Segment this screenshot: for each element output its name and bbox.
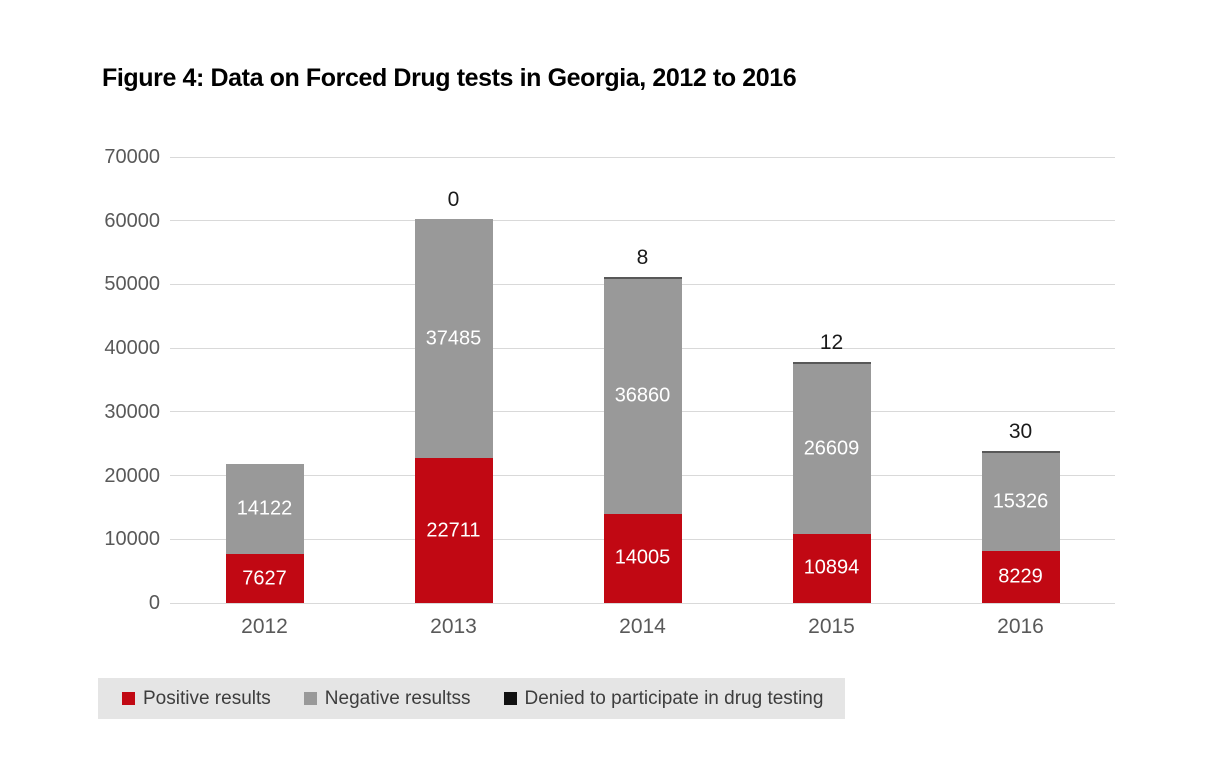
segment-positive-2015: 10894: [792, 533, 871, 603]
x-axis-tick-label-2015: 2015: [808, 615, 855, 638]
legend-item-label: Denied to participate in drug testing: [524, 687, 824, 709]
denied-value-label-2016: 30: [1008, 419, 1033, 443]
legend-item-label: Negative resultss: [324, 687, 471, 709]
legend-item-1: Negative resultss: [303, 687, 471, 710]
segment-negative-2015: 26609: [792, 364, 871, 534]
positive-value-label: 10894: [803, 556, 860, 579]
legend-item-0: Positive results: [122, 688, 271, 710]
y-axis-tick-label: 30000: [104, 400, 160, 423]
bar-2014: 36860 14005: [603, 276, 682, 603]
denied-value-label-2013: 0: [447, 188, 460, 212]
negative-value-label: 14122: [236, 497, 293, 520]
x-axis-tick-label-2016: 2016: [997, 615, 1044, 638]
bar-2016: 15326 8229: [981, 450, 1060, 603]
legend: Positive results Negative resultss Denied …: [98, 678, 845, 719]
segment-positive-2012: 7627: [225, 554, 304, 603]
y-axis-tick-label: 40000: [104, 337, 160, 360]
legend-item-label: Positive results: [143, 687, 271, 709]
segment-denied-2015: [792, 362, 871, 365]
y-axis-tick-label: 70000: [104, 146, 160, 168]
chart-title: Figure 4: Data on Forced Drug tests in G…: [102, 64, 797, 92]
denied-value-label-2014: 8: [636, 245, 649, 269]
x-axis-tick-label-2012: 2012: [241, 615, 288, 638]
negative-value-label: 15326: [992, 490, 1049, 513]
positive-value-label: 8229: [998, 565, 1043, 588]
segment-denied-2016: [981, 450, 1060, 453]
x-axis-tick-label-2014: 2014: [619, 615, 666, 638]
segment-positive-2013: 22711: [414, 458, 493, 603]
legend-swatch-icon: [122, 692, 135, 705]
positive-value-label: 14005: [614, 546, 671, 569]
segment-denied-2014: [603, 276, 682, 279]
bar-2015: 26609 10894: [792, 362, 871, 603]
y-axis-tick-label: 60000: [104, 209, 160, 232]
segment-positive-2014: 14005: [603, 513, 682, 603]
y-axis-tick-label: 10000: [104, 528, 160, 551]
bar-2013: 37485 22711: [414, 219, 493, 603]
segment-negative-2014: 36860: [603, 278, 682, 514]
y-axis-tick-label: 50000: [104, 273, 160, 296]
gridline-70000: [170, 156, 1115, 158]
negative-value-label: 26609: [803, 437, 860, 460]
denied-value-label-2015: 12: [819, 331, 844, 355]
gridline-0: [170, 602, 1115, 604]
bar-2012: 14122 7627: [225, 464, 304, 603]
positive-value-label: 22711: [426, 519, 481, 542]
segment-positive-2016: 8229: [981, 550, 1060, 603]
segment-negative-2016: 15326: [981, 452, 1060, 551]
negative-value-label: 36860: [614, 384, 671, 407]
negative-value-label: 37485: [425, 327, 482, 350]
x-axis-tick-label-2013: 2013: [430, 615, 477, 638]
segment-negative-2013: 37485: [414, 219, 493, 459]
legend-swatch-icon: [503, 692, 517, 705]
legend-item-2: Denied to participate in drug testing: [503, 687, 824, 710]
y-axis-tick-label: 20000: [104, 464, 160, 487]
positive-value-label: 7627: [242, 567, 287, 590]
y-axis-tick-label: 0: [148, 592, 160, 614]
legend-swatch-icon: [303, 692, 317, 705]
segment-negative-2012: 14122: [225, 464, 304, 555]
gridline-60000: [170, 220, 1115, 222]
